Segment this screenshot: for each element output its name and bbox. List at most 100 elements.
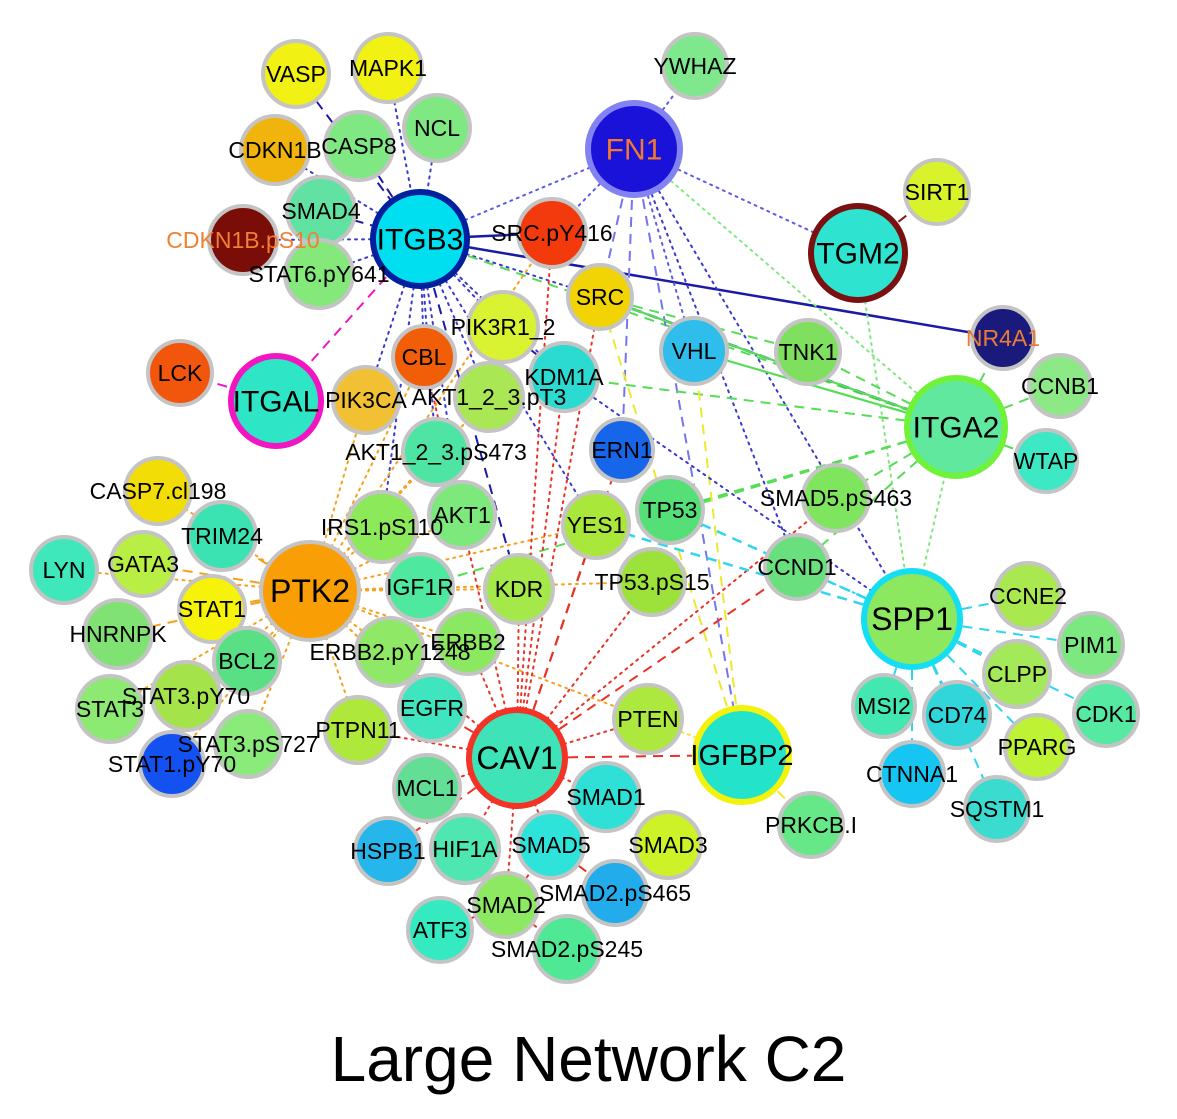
node-MCL1[interactable] <box>392 753 462 823</box>
node-VHL[interactable] <box>659 316 729 386</box>
node-PIK3CA[interactable] <box>331 365 401 435</box>
node-CDKN1B[interactable] <box>239 114 311 186</box>
node-CBL[interactable] <box>391 324 457 390</box>
node-STAT3.pY70[interactable] <box>150 660 222 732</box>
node-TGM2[interactable] <box>808 203 908 303</box>
node-STAT3[interactable] <box>75 674 145 744</box>
node-MSI2[interactable] <box>851 673 917 739</box>
edge-PTK2-TP53.pS15 <box>309 581 653 592</box>
node-SRC[interactable] <box>566 263 634 331</box>
node-SMAD2.pS465[interactable] <box>581 859 649 927</box>
node-label-STAT6.pY641: STAT6.pY641 <box>248 261 389 287</box>
edge-CAV1-CCND1 <box>516 566 798 759</box>
node-CD74[interactable] <box>922 680 992 750</box>
node-SQSTM1[interactable] <box>963 775 1031 843</box>
node-VASP[interactable] <box>261 39 331 109</box>
node-SMAD3[interactable] <box>633 810 703 880</box>
node-SMAD2.pS245[interactable] <box>532 914 602 984</box>
node-PIK3R1_2[interactable] <box>466 290 540 364</box>
node-label-ERBB2: ERBB2 <box>430 629 505 655</box>
node-ITGA2[interactable] <box>904 375 1008 479</box>
node-SMAD1[interactable] <box>570 761 642 833</box>
node-ITGB3[interactable] <box>370 189 470 289</box>
node-WTAP[interactable] <box>1013 428 1079 494</box>
node-label-SMAD5: SMAD5 <box>511 832 590 858</box>
node-LCK[interactable] <box>146 339 214 407</box>
node-PRKCB.I[interactable] <box>777 791 845 859</box>
node-label-CCNE2: CCNE2 <box>989 583 1067 609</box>
node-EGFR[interactable] <box>397 673 467 743</box>
node-SMAD5[interactable] <box>516 810 586 880</box>
node-NCL[interactable] <box>402 93 472 163</box>
node-IRS1.pS110[interactable] <box>345 490 419 564</box>
node-label-CLPP: CLPP <box>987 661 1047 687</box>
node-label-SMAD1: SMAD1 <box>566 784 645 810</box>
node-STAT3.pS727[interactable] <box>213 709 283 779</box>
node-CASP7.cl198[interactable] <box>123 456 193 526</box>
node-ERN1[interactable] <box>589 417 655 483</box>
node-HSPB1[interactable] <box>353 816 423 886</box>
node-PTK2[interactable] <box>259 540 361 642</box>
node-CAV1[interactable] <box>466 707 568 809</box>
node-label-SRC: SRC <box>576 284 625 310</box>
node-CDK1[interactable] <box>1072 680 1140 748</box>
node-SMAD5.pS463[interactable] <box>801 463 871 533</box>
node-CASP8[interactable] <box>323 110 395 182</box>
node-label-CDK1: CDK1 <box>1075 701 1136 727</box>
node-TNK1[interactable] <box>774 318 842 386</box>
node-YWHAZ[interactable] <box>661 32 729 100</box>
node-TP53[interactable] <box>635 475 705 545</box>
node-ITGAL[interactable] <box>228 353 324 449</box>
edge-PTK2-PTEN <box>309 590 649 720</box>
node-TP53.pS15[interactable] <box>617 547 687 617</box>
node-label-TNK1: TNK1 <box>779 339 838 365</box>
node-CLPP[interactable] <box>982 639 1052 709</box>
node-SIRT1[interactable] <box>903 158 971 226</box>
node-label-NR4A1: NR4A1 <box>966 325 1040 351</box>
node-label-ITGAL: ITGAL <box>233 386 320 419</box>
node-TRIM24[interactable] <box>186 500 258 572</box>
node-label-SQSTM1: SQSTM1 <box>950 796 1045 822</box>
node-AKT1_2_3.pT3[interactable] <box>453 361 525 433</box>
node-GATA3[interactable] <box>109 530 177 598</box>
node-YES1[interactable] <box>561 490 631 560</box>
node-KDR[interactable] <box>483 553 555 625</box>
node-HIF1A[interactable] <box>429 813 501 885</box>
node-BCL2[interactable] <box>212 626 282 696</box>
node-STAT1.pY70[interactable] <box>138 730 206 798</box>
node-PIM1[interactable] <box>1057 611 1125 679</box>
node-ATF3[interactable] <box>406 896 474 964</box>
node-NR4A1[interactable] <box>970 305 1036 371</box>
nodes-layer <box>29 32 1140 984</box>
node-IGF1R[interactable] <box>385 552 455 622</box>
node-SMAD2[interactable] <box>472 871 540 939</box>
node-MAPK1[interactable] <box>352 32 424 104</box>
node-CTNNA1[interactable] <box>878 740 946 808</box>
node-LYN[interactable] <box>29 535 99 605</box>
node-label-PTEN: PTEN <box>617 706 678 732</box>
node-CCNE2[interactable] <box>993 561 1063 631</box>
node-AKT1_2_3.pS473[interactable] <box>401 417 471 487</box>
edge-ITGA2-KDM1A <box>563 376 957 428</box>
node-label-CAV1: CAV1 <box>476 740 557 776</box>
node-STAT1[interactable] <box>177 574 247 644</box>
node-IGFBP2[interactable] <box>692 705 792 805</box>
node-PTEN[interactable] <box>612 683 684 755</box>
node-STAT6.pY641[interactable] <box>283 238 355 310</box>
node-SPP1[interactable] <box>861 568 963 670</box>
node-ERBB2[interactable] <box>434 608 502 676</box>
node-ERBB2.pY1248[interactable] <box>354 616 426 688</box>
node-label-SMAD2.pS465: SMAD2.pS465 <box>539 880 691 906</box>
node-CCND1[interactable] <box>763 533 831 601</box>
node-SRC.pY416[interactable] <box>516 197 588 269</box>
node-HNRNPK[interactable] <box>82 598 154 670</box>
node-KDM1A[interactable] <box>528 341 600 413</box>
node-label-SMAD4: SMAD4 <box>281 198 360 224</box>
node-FN1[interactable] <box>585 100 683 198</box>
node-AKT1[interactable] <box>427 480 497 550</box>
node-PTPN11[interactable] <box>323 695 393 765</box>
node-PPARG[interactable] <box>1003 713 1071 781</box>
node-CDKN1B.pS10[interactable] <box>207 204 279 276</box>
node-CCNB1[interactable] <box>1027 353 1093 419</box>
